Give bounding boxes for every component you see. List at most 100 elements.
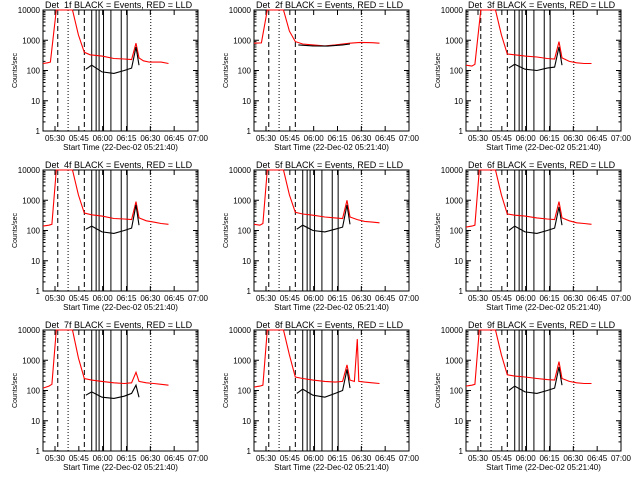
events-series-line <box>296 204 351 233</box>
y-tick-label: 1000 <box>233 196 251 205</box>
lld-series-line <box>42 169 169 227</box>
x-tick-label: 05:30 <box>468 454 489 463</box>
x-axis-label: Start Time (22-Dec-02 05:21:40) <box>274 143 389 152</box>
panel-6: Det_6f BLACK = Events, RED = LLD 1 10 100 10… <box>435 160 632 312</box>
y-tick-label: 1 <box>247 447 252 456</box>
x-tick-label: 06:45 <box>164 454 185 463</box>
events-series-line <box>298 43 351 47</box>
y-axis-label: Counts/sec <box>223 212 230 248</box>
events-series-line <box>508 206 563 234</box>
plot-frame <box>465 329 622 452</box>
x-tick-label: 06:30 <box>140 454 161 463</box>
y-tick-label: 10000 <box>441 166 464 175</box>
y-tick-label: 1000 <box>233 36 251 45</box>
x-tick-label: 07:00 <box>611 134 632 143</box>
y-axis-label: Counts/sec <box>223 372 230 408</box>
x-tick-label: 06:00 <box>304 134 325 143</box>
x-axis-label: Start Time (22-Dec-02 05:21:40) <box>63 303 178 312</box>
x-tick-label: 05:45 <box>69 454 90 463</box>
y-tick-label: 10000 <box>441 6 464 15</box>
x-tick-label: 05:45 <box>69 134 90 143</box>
panel-3: Det_3f BLACK = Events, RED = LLD 1 10 100 10… <box>435 0 632 152</box>
x-tick-label: 07:00 <box>399 454 420 463</box>
y-tick-label: 1000 <box>233 356 251 365</box>
x-tick-label: 06:30 <box>351 294 372 303</box>
x-tick-label: 06:30 <box>140 294 161 303</box>
x-tick-label: 06:15 <box>116 454 137 463</box>
plot-frame <box>42 169 199 292</box>
x-tick-label: 05:45 <box>492 134 513 143</box>
panel-9: Det_9f BLACK = Events, RED = LLD 1 10 100 10… <box>435 320 632 472</box>
panel-title: Det_2f BLACK = Events, RED = LLD <box>256 0 404 10</box>
lld-series-line <box>42 9 169 65</box>
x-tick-label: 07:00 <box>188 134 209 143</box>
y-tick-label: 10 <box>454 97 463 106</box>
x-tick-label: 06:30 <box>563 134 584 143</box>
y-tick-label: 10 <box>454 257 463 266</box>
x-tick-label: 06:45 <box>164 294 185 303</box>
x-tick-label: 05:30 <box>45 454 66 463</box>
x-tick-label: 07:00 <box>399 134 420 143</box>
events-series-line <box>85 46 140 74</box>
x-tick-label: 05:30 <box>45 134 66 143</box>
x-tick-label: 06:15 <box>327 134 348 143</box>
y-tick-label: 10000 <box>229 326 252 335</box>
y-axis-label: Counts/sec <box>12 52 19 88</box>
x-axis-label: Start Time (22-Dec-02 05:21:40) <box>486 303 601 312</box>
plot-frame <box>465 169 622 292</box>
x-tick-label: 06:15 <box>539 294 560 303</box>
x-tick-label: 06:15 <box>539 454 560 463</box>
y-tick-label: 100 <box>27 227 41 236</box>
lld-series-line <box>465 329 592 387</box>
x-tick-label: 06:30 <box>351 454 372 463</box>
x-tick-label: 05:30 <box>468 294 489 303</box>
x-tick-label: 05:45 <box>492 294 513 303</box>
y-tick-label: 1000 <box>445 36 463 45</box>
x-tick-label: 05:30 <box>256 134 277 143</box>
y-tick-label: 10 <box>31 257 40 266</box>
x-tick-label: 06:00 <box>304 454 325 463</box>
x-axis-label: Start Time (22-Dec-02 05:21:40) <box>486 463 601 472</box>
panel-2: Det_2f BLACK = Events, RED = LLD 1 10 100 10… <box>223 0 420 152</box>
x-tick-label: 05:30 <box>468 134 489 143</box>
y-tick-label: 10000 <box>441 326 464 335</box>
panel-title: Det_3f BLACK = Events, RED = LLD <box>468 0 616 10</box>
x-tick-label: 06:15 <box>327 294 348 303</box>
lld-series-line <box>253 9 380 47</box>
lld-series-line <box>465 169 592 228</box>
panel-1: Det_1f BLACK = Events, RED = LLD 1 10 100 10… <box>12 0 209 152</box>
events-series-line <box>85 204 140 234</box>
y-tick-label: 100 <box>238 387 252 396</box>
x-axis-label: Start Time (22-Dec-02 05:21:40) <box>63 143 178 152</box>
y-axis-label: Counts/sec <box>12 372 19 408</box>
x-tick-label: 06:45 <box>164 134 185 143</box>
x-tick-label: 06:45 <box>375 454 396 463</box>
y-tick-label: 10000 <box>229 6 252 15</box>
panel-title: Det_4f BLACK = Events, RED = LLD <box>45 160 193 170</box>
panel-4: Det_4f BLACK = Events, RED = LLD 1 10 100 10… <box>12 160 209 312</box>
x-tick-label: 06:15 <box>116 134 137 143</box>
y-tick-label: 1000 <box>445 356 463 365</box>
y-tick-label: 10 <box>31 417 40 426</box>
panel-title: Det_7f BLACK = Events, RED = LLD <box>45 320 193 330</box>
x-tick-label: 06:45 <box>587 294 608 303</box>
y-tick-label: 100 <box>450 227 464 236</box>
x-tick-label: 06:30 <box>140 134 161 143</box>
plot-frame <box>465 9 622 132</box>
events-series-line <box>85 383 140 399</box>
y-tick-label: 100 <box>27 67 41 76</box>
panel-title: Det_5f BLACK = Events, RED = LLD <box>256 160 404 170</box>
y-tick-label: 1 <box>247 287 252 296</box>
x-tick-label: 05:30 <box>256 454 277 463</box>
y-tick-label: 1000 <box>22 356 40 365</box>
plot-frame <box>253 9 410 132</box>
x-tick-label: 06:15 <box>539 134 560 143</box>
y-tick-label: 100 <box>450 67 464 76</box>
y-tick-label: 10 <box>242 417 251 426</box>
y-tick-label: 100 <box>450 387 464 396</box>
lld-series-line <box>42 329 169 389</box>
panel-title: Det_1f BLACK = Events, RED = LLD <box>45 0 193 10</box>
x-tick-label: 06:45 <box>587 134 608 143</box>
y-tick-label: 10000 <box>18 166 41 175</box>
